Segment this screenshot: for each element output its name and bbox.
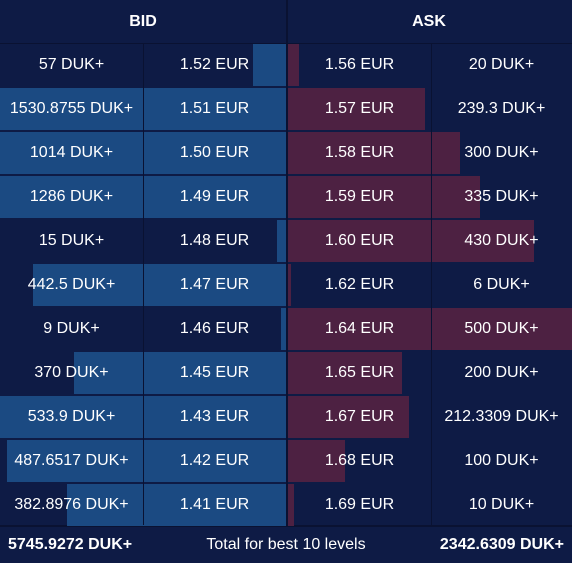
ask-quantity: 10 DUK+ xyxy=(468,496,535,513)
order-book-row[interactable]: 442.5 DUK+ 1.47 EUR 1.62 EUR 6 DUK+ xyxy=(0,263,572,307)
bid-depth-bar xyxy=(7,440,286,482)
ask-price: 1.65 EUR xyxy=(324,364,395,381)
bid-depth-bar xyxy=(280,308,286,350)
header-divider xyxy=(286,0,288,43)
bid-depth-bar xyxy=(253,44,286,86)
order-book-footer: Total for best 10 levels 5745.9272 DUK+ … xyxy=(0,525,572,563)
bid-depth-bar xyxy=(32,264,286,306)
bid-depth-bar xyxy=(74,352,286,394)
bid-quantity: 1014 DUK+ xyxy=(29,144,114,161)
bid-price: 1.51 EUR xyxy=(179,100,250,117)
ask-quantity: 100 DUK+ xyxy=(464,452,539,469)
ask-depth-bar xyxy=(288,264,292,306)
ask-depth-bar xyxy=(288,88,425,130)
bid-price: 1.43 EUR xyxy=(179,408,250,425)
ask-price: 1.60 EUR xyxy=(324,232,395,249)
ask-depth-bar xyxy=(288,220,534,262)
order-book-row[interactable]: 15 DUK+ 1.48 EUR 1.60 EUR 430 DUK+ xyxy=(0,219,572,263)
bid-quantity: 533.9 DUK+ xyxy=(27,408,116,425)
ask-quantity: 212.3309 DUK+ xyxy=(444,408,559,425)
ask-price: 1.58 EUR xyxy=(324,144,395,161)
ask-depth-bar xyxy=(288,308,572,350)
bid-price: 1.42 EUR xyxy=(179,452,250,469)
ask-price: 1.59 EUR xyxy=(324,188,395,205)
bid-column-header: BID xyxy=(129,12,157,30)
bid-quantity: 370 DUK+ xyxy=(34,364,109,381)
bid-quantity: 442.5 DUK+ xyxy=(27,276,116,293)
center-divider xyxy=(286,43,288,525)
ask-depth-bar xyxy=(288,352,403,394)
ask-depth-bar xyxy=(288,484,294,526)
bid-total: 5745.9272 DUK+ xyxy=(8,536,133,553)
order-book-row[interactable]: 1014 DUK+ 1.50 EUR 1.58 EUR 300 DUK+ xyxy=(0,131,572,175)
bid-quantity: 1530.8755 DUK+ xyxy=(9,100,134,117)
bid-quantity: 487.6517 DUK+ xyxy=(14,452,129,469)
ask-quantity: 200 DUK+ xyxy=(464,364,539,381)
ask-depth-bar xyxy=(288,44,300,86)
ask-quantity: 500 DUK+ xyxy=(464,320,539,337)
bid-quantity: 1286 DUK+ xyxy=(29,188,114,205)
bid-price: 1.47 EUR xyxy=(179,276,250,293)
ask-price: 1.69 EUR xyxy=(324,496,395,513)
bid-price: 1.52 EUR xyxy=(179,56,250,73)
ask-price: 1.57 EUR xyxy=(324,100,395,117)
ask-price: 1.62 EUR xyxy=(324,276,395,293)
order-book-row[interactable]: 382.8976 DUK+ 1.41 EUR 1.69 EUR 10 DUK+ xyxy=(0,483,572,527)
bid-quantity: 57 DUK+ xyxy=(38,56,105,73)
bid-price: 1.46 EUR xyxy=(179,320,250,337)
ask-quantity: 6 DUK+ xyxy=(473,276,530,293)
bid-depth-bar xyxy=(66,484,286,526)
totals-label: Total for best 10 levels xyxy=(206,536,366,553)
ask-column-divider xyxy=(431,43,432,525)
bid-quantity: 15 DUK+ xyxy=(38,232,105,249)
ask-price: 1.68 EUR xyxy=(324,452,395,469)
ask-column-header: ASK xyxy=(412,12,446,30)
order-book-rows: 57 DUK+ 1.52 EUR 1.56 EUR 20 DUK+ 1530.8755 … xyxy=(0,43,572,527)
bid-price: 1.45 EUR xyxy=(179,364,250,381)
ask-depth-bar xyxy=(288,440,346,482)
bid-price: 1.41 EUR xyxy=(179,496,250,513)
ask-quantity: 239.3 DUK+ xyxy=(457,100,546,117)
ask-quantity: 335 DUK+ xyxy=(464,188,539,205)
bid-price: 1.50 EUR xyxy=(179,144,250,161)
bid-depth-bar xyxy=(277,220,286,262)
order-book-row[interactable]: 370 DUK+ 1.45 EUR 1.65 EUR 200 DUK+ xyxy=(0,351,572,395)
ask-quantity: 430 DUK+ xyxy=(464,232,539,249)
ask-depth-bar xyxy=(288,132,460,174)
bid-quantity: 382.8976 DUK+ xyxy=(14,496,129,513)
bid-price: 1.49 EUR xyxy=(179,188,250,205)
bid-quantity: 9 DUK+ xyxy=(43,320,100,337)
ask-depth-bar xyxy=(288,396,410,438)
ask-depth-bar xyxy=(288,176,480,218)
order-book-row[interactable]: 9 DUK+ 1.46 EUR 1.64 EUR 500 DUK+ xyxy=(0,307,572,351)
ask-quantity: 300 DUK+ xyxy=(464,144,539,161)
ask-price: 1.56 EUR xyxy=(324,56,395,73)
bid-column-divider xyxy=(143,43,144,525)
order-book-row[interactable]: 487.6517 DUK+ 1.42 EUR 1.68 EUR 100 DUK+ xyxy=(0,439,572,483)
bid-price: 1.48 EUR xyxy=(179,232,250,249)
ask-price: 1.64 EUR xyxy=(324,320,395,337)
ask-quantity: 20 DUK+ xyxy=(468,56,535,73)
ask-total: 2342.6309 DUK+ xyxy=(439,536,564,553)
ask-price: 1.67 EUR xyxy=(324,408,395,425)
order-book-row[interactable]: 57 DUK+ 1.52 EUR 1.56 EUR 20 DUK+ xyxy=(0,43,572,87)
